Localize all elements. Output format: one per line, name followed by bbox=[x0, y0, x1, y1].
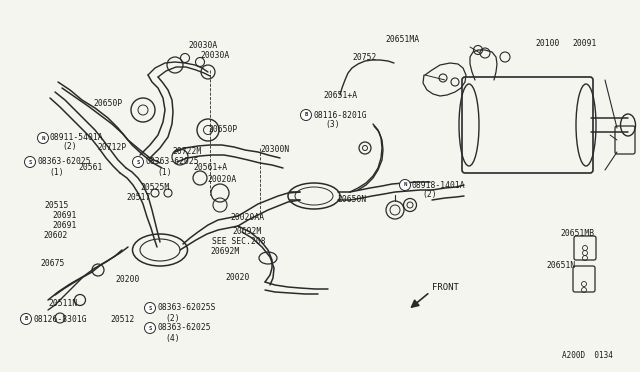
Text: 20030A: 20030A bbox=[200, 51, 229, 60]
Circle shape bbox=[301, 109, 312, 121]
Text: B: B bbox=[305, 112, 308, 118]
Text: 20561+A: 20561+A bbox=[193, 163, 227, 171]
Text: 20651N: 20651N bbox=[546, 260, 575, 269]
Text: 20561: 20561 bbox=[78, 163, 102, 171]
Text: 20651+A: 20651+A bbox=[323, 90, 357, 99]
Text: S: S bbox=[28, 160, 31, 164]
Text: 20512: 20512 bbox=[110, 315, 134, 324]
Text: 08126-8301G: 08126-8301G bbox=[33, 314, 86, 324]
Text: (2): (2) bbox=[422, 190, 436, 199]
Text: 20020AA: 20020AA bbox=[230, 214, 264, 222]
Circle shape bbox=[145, 302, 156, 314]
Text: (3): (3) bbox=[325, 121, 340, 129]
Text: A200D  0134: A200D 0134 bbox=[562, 350, 613, 359]
Text: S: S bbox=[148, 326, 152, 330]
Text: 08918-1401A: 08918-1401A bbox=[412, 180, 466, 189]
Text: 20675: 20675 bbox=[40, 259, 65, 267]
Text: 08363-62025S: 08363-62025S bbox=[157, 304, 216, 312]
Text: N: N bbox=[403, 183, 406, 187]
Text: 20650N: 20650N bbox=[337, 196, 366, 205]
Circle shape bbox=[399, 180, 410, 190]
Text: 20650P: 20650P bbox=[208, 125, 237, 135]
Text: 20651MB: 20651MB bbox=[560, 228, 594, 237]
Text: B: B bbox=[24, 317, 28, 321]
Text: 20712P: 20712P bbox=[97, 142, 126, 151]
Text: 08363-62025: 08363-62025 bbox=[145, 157, 198, 167]
Circle shape bbox=[145, 323, 156, 334]
Text: (4): (4) bbox=[165, 334, 180, 343]
Text: (1): (1) bbox=[157, 167, 172, 176]
Text: 20602: 20602 bbox=[43, 231, 67, 240]
Text: 20020: 20020 bbox=[225, 273, 250, 282]
Text: (2): (2) bbox=[165, 314, 180, 323]
Circle shape bbox=[38, 132, 49, 144]
Text: 20100: 20100 bbox=[535, 38, 559, 48]
Text: 20651MA: 20651MA bbox=[385, 35, 419, 45]
Text: 20091: 20091 bbox=[572, 38, 596, 48]
Text: N: N bbox=[42, 135, 45, 141]
Text: 20692M: 20692M bbox=[232, 228, 261, 237]
Text: (1): (1) bbox=[49, 167, 63, 176]
Text: 08363-62025: 08363-62025 bbox=[37, 157, 91, 167]
Text: (2): (2) bbox=[62, 142, 77, 151]
Text: 20525M: 20525M bbox=[140, 183, 169, 192]
Text: 20020A: 20020A bbox=[207, 176, 236, 185]
Text: 20200: 20200 bbox=[115, 276, 140, 285]
Text: 08116-8201G: 08116-8201G bbox=[313, 110, 367, 119]
Text: 20692M: 20692M bbox=[210, 247, 239, 257]
Text: 20511N: 20511N bbox=[48, 298, 77, 308]
Text: S: S bbox=[148, 305, 152, 311]
Text: 20650P: 20650P bbox=[93, 99, 122, 108]
Text: 20517: 20517 bbox=[126, 193, 150, 202]
Text: 20691: 20691 bbox=[52, 212, 76, 221]
Text: SEE SEC.208: SEE SEC.208 bbox=[212, 237, 266, 247]
Text: 08911-5401A: 08911-5401A bbox=[50, 132, 104, 141]
Text: FRONT: FRONT bbox=[432, 283, 459, 292]
Text: 20300N: 20300N bbox=[260, 145, 289, 154]
Circle shape bbox=[20, 314, 31, 324]
Text: 20030A: 20030A bbox=[188, 42, 217, 51]
Text: 20752: 20752 bbox=[352, 52, 376, 61]
Circle shape bbox=[24, 157, 35, 167]
Text: 20691: 20691 bbox=[52, 221, 76, 231]
Circle shape bbox=[132, 157, 143, 167]
Text: 20722M: 20722M bbox=[172, 148, 201, 157]
Text: 08363-62025: 08363-62025 bbox=[157, 324, 211, 333]
Text: 20515: 20515 bbox=[44, 202, 68, 211]
Text: S: S bbox=[136, 160, 140, 164]
